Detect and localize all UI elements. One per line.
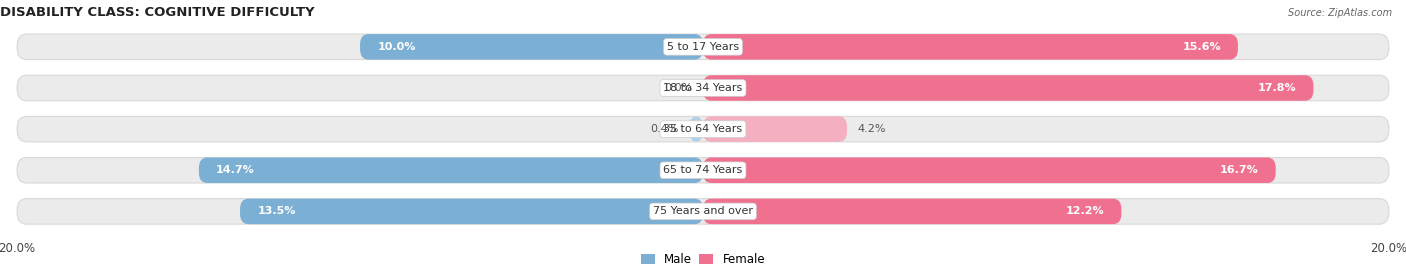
Text: 5 to 17 Years: 5 to 17 Years [666, 42, 740, 52]
Text: 35 to 64 Years: 35 to 64 Years [664, 124, 742, 134]
FancyBboxPatch shape [703, 158, 1275, 183]
FancyBboxPatch shape [240, 199, 703, 224]
FancyBboxPatch shape [703, 199, 1122, 224]
Text: 13.5%: 13.5% [257, 206, 295, 216]
FancyBboxPatch shape [17, 34, 1389, 60]
Text: 65 to 74 Years: 65 to 74 Years [664, 165, 742, 175]
FancyBboxPatch shape [703, 75, 1313, 101]
Text: 18 to 34 Years: 18 to 34 Years [664, 83, 742, 93]
Text: 75 Years and over: 75 Years and over [652, 206, 754, 216]
Text: 12.2%: 12.2% [1066, 206, 1104, 216]
FancyBboxPatch shape [703, 34, 1237, 60]
FancyBboxPatch shape [360, 34, 703, 60]
FancyBboxPatch shape [689, 116, 703, 142]
Legend: Male, Female: Male, Female [641, 253, 765, 266]
FancyBboxPatch shape [17, 75, 1389, 101]
FancyBboxPatch shape [17, 158, 1389, 183]
Text: 14.7%: 14.7% [217, 165, 254, 175]
FancyBboxPatch shape [703, 116, 846, 142]
Text: 16.7%: 16.7% [1220, 165, 1258, 175]
FancyBboxPatch shape [17, 116, 1389, 142]
FancyBboxPatch shape [17, 199, 1389, 224]
Text: DISABILITY CLASS: COGNITIVE DIFFICULTY: DISABILITY CLASS: COGNITIVE DIFFICULTY [0, 6, 315, 19]
FancyBboxPatch shape [198, 158, 703, 183]
Text: 0.4%: 0.4% [651, 124, 679, 134]
Text: 15.6%: 15.6% [1182, 42, 1220, 52]
Text: Source: ZipAtlas.com: Source: ZipAtlas.com [1288, 8, 1392, 18]
Text: 0.0%: 0.0% [665, 83, 693, 93]
Text: 10.0%: 10.0% [377, 42, 416, 52]
Text: 4.2%: 4.2% [858, 124, 886, 134]
Text: 17.8%: 17.8% [1257, 83, 1296, 93]
